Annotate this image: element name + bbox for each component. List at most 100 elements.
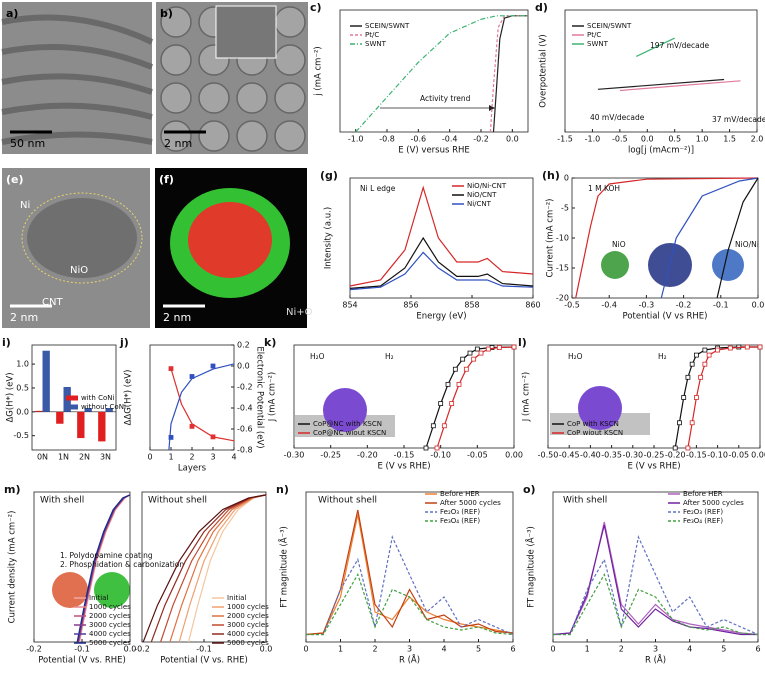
series-line (575, 177, 759, 299)
x-tick-label: -0.1 (713, 301, 729, 310)
x-axis-label: E (V vs RHE) (377, 462, 430, 472)
x-axis-label: E (V vs RHE) (627, 462, 680, 472)
x-tick-label: -0.35 (601, 451, 622, 460)
marker (423, 445, 429, 451)
x-tick-label: -0.30 (284, 451, 305, 460)
series-line (349, 185, 534, 287)
x-tick-label: 0.0 (506, 135, 519, 144)
marker (445, 381, 451, 387)
x-tick-label: -0.50 (538, 451, 559, 460)
marker (698, 374, 704, 380)
x-tick-label: -0.2 (26, 645, 42, 654)
marker (456, 381, 462, 387)
marker (210, 363, 216, 369)
y-axis-label: FT magnitude (Å⁻³) (278, 526, 290, 608)
panel-label: (e) (6, 173, 24, 186)
series-line (349, 251, 534, 291)
legend-label: Initial (227, 594, 246, 602)
legend-label: Pt/C (587, 31, 601, 39)
x-axis-label: Energy (eV) (416, 312, 466, 322)
series-line (553, 573, 759, 636)
marker (478, 350, 484, 356)
y2-axis-label: Electronic Potential (eV) (255, 346, 265, 448)
nanotube (1, 73, 153, 95)
marker (496, 345, 502, 350)
inset (215, 5, 277, 59)
legend-label: Before HER (683, 490, 723, 498)
y-tick-label: 0.0 (16, 407, 29, 416)
annotation: 1. Polydopamine coating (60, 551, 153, 560)
x-tick-label: 2 (372, 645, 377, 654)
panel-label: (f) (159, 173, 174, 186)
scale-bar-label: 50 nm (10, 137, 45, 150)
marker (715, 347, 720, 353)
y-axis-label: ΔΔG(H*) (eV) (124, 370, 134, 426)
particle (198, 82, 230, 114)
panel-label: d) (535, 1, 548, 14)
marker (681, 395, 687, 400)
y-axis-label: J (mA cm⁻²) (522, 372, 532, 423)
x-axis-label: Potential (V vs RHE) (623, 312, 708, 322)
x-tick-label: 1 (338, 645, 343, 654)
particle (27, 198, 137, 278)
series-line (687, 346, 760, 449)
panel-label: a) (6, 7, 18, 20)
annotation: NiO (70, 265, 88, 276)
panel-label: n) (276, 483, 289, 496)
series-line (306, 573, 514, 636)
annotation: 197 mV/decade (650, 41, 710, 50)
series-line (142, 494, 267, 643)
y-tick-label: -15 (556, 264, 569, 273)
bar (84, 408, 92, 412)
particle (160, 82, 192, 114)
x-tick-label: -0.25 (644, 451, 665, 460)
legend-label: Ni/CNT (467, 200, 492, 208)
marker (463, 366, 469, 372)
particle (160, 120, 192, 152)
particle (236, 120, 268, 152)
panel-label: (h) (542, 169, 560, 182)
series-line (552, 524, 758, 636)
y2-tick-label: -0.8 (237, 446, 253, 455)
x-tick-label: 0 (147, 453, 152, 462)
annotation: NiO (612, 240, 626, 249)
x-tick-label: 860 (525, 301, 540, 310)
x-tick-label: -0.5 (612, 135, 628, 144)
series-line (492, 15, 528, 133)
legend-label: Initial (89, 594, 108, 602)
x-tick-label: 4 (441, 645, 446, 654)
annotation: 2. Phosphidation & carbonization (60, 560, 184, 569)
marker (694, 395, 699, 400)
x-tick-label: -1.5 (557, 135, 573, 144)
particle (274, 120, 306, 152)
y-axis-label: FT magnitude (Å⁻³) (525, 526, 537, 608)
marker (706, 352, 712, 358)
series-line (636, 37, 675, 57)
bar (98, 411, 106, 442)
panel-label: o) (523, 483, 536, 496)
x-tick-label: -0.4 (601, 301, 617, 310)
series-line (168, 363, 235, 451)
y-axis-label: Current (mA cm⁻²) (546, 199, 556, 278)
marker (727, 345, 733, 351)
legend-label: 1000 cycles (227, 603, 269, 611)
marker (689, 361, 695, 367)
legend-label: 3000 cycles (89, 621, 131, 629)
plot-frame (339, 9, 529, 133)
legend-label: 5000 cycles (89, 639, 131, 647)
scale-bar-label: 2 nm (163, 311, 191, 324)
particle (274, 6, 306, 38)
x-tick-label: 854 (342, 301, 357, 310)
x-tick-label: 858 (464, 301, 479, 310)
annotation: Ni+O (286, 307, 313, 318)
panel-label: k) (264, 336, 276, 349)
series-line (170, 368, 235, 442)
y-axis-label: j (mA cm⁻²) (314, 46, 324, 96)
x-tick-label: 856 (403, 301, 418, 310)
x-tick-label: 3 (653, 645, 658, 654)
marker (702, 361, 708, 367)
y2-tick-label: 0.0 (237, 362, 250, 371)
series-line (597, 78, 725, 90)
y-tick-label: -0.5 (13, 431, 29, 440)
panel-label: m) (4, 483, 21, 496)
